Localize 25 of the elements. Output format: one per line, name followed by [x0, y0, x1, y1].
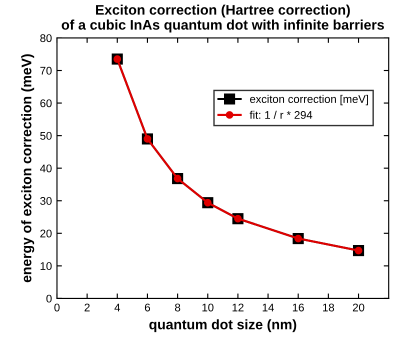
- y-tick-label: 70: [40, 66, 52, 75]
- legend-label: fit: 1 / r * 294: [250, 110, 312, 119]
- x-tick-label: 4: [114, 304, 120, 312]
- y-tick-label: 40: [40, 164, 52, 172]
- chart-title: Exciton correction (Hartree correction) of a cubic InAs quantum dot with infinite barriers: [62, 4, 384, 32]
- y-tick-label: 50: [40, 132, 52, 140]
- x-tick-label: 20: [352, 304, 364, 312]
- x-tick-label: 16: [292, 304, 304, 312]
- x-tick-label: 14: [262, 304, 274, 312]
- legend-label: exciton correction [meV]: [250, 94, 368, 106]
- y-tick-label: 60: [40, 99, 52, 108]
- y-tick-label: 30: [40, 197, 52, 205]
- x-tick-label: 6: [144, 304, 150, 312]
- x-tick-label: 8: [174, 304, 180, 312]
- y-tick-label: 10: [40, 262, 52, 270]
- x-tick-label: 12: [232, 304, 244, 312]
- y-axis-title: energy of exciton correction (meV): [21, 54, 34, 282]
- x-tick-label: 2: [84, 304, 90, 312]
- x-tick-label: 10: [202, 304, 214, 312]
- x-tick-label: 0: [54, 304, 60, 312]
- x-tick-label: 18: [323, 304, 334, 312]
- x-axis-title: quantum dot size (nm): [149, 319, 296, 332]
- y-tick-label: 80: [40, 34, 52, 42]
- y-tick-label: 20: [40, 230, 52, 238]
- y-tick-label: 0: [46, 294, 52, 303]
